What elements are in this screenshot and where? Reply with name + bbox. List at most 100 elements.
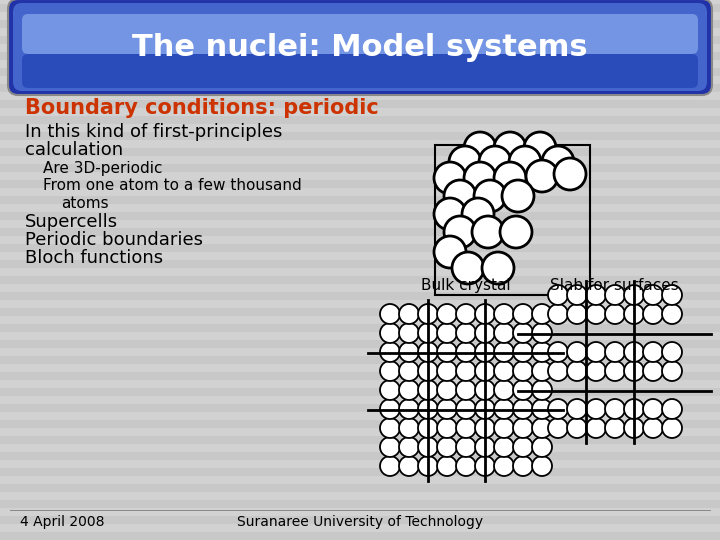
Bar	[0, 36, 720, 44]
Bar	[0, 60, 720, 68]
Circle shape	[494, 304, 514, 324]
Bar	[0, 252, 720, 260]
Circle shape	[567, 285, 587, 305]
Circle shape	[605, 399, 625, 419]
Circle shape	[643, 399, 663, 419]
Circle shape	[532, 323, 552, 343]
Bar	[0, 156, 720, 164]
Circle shape	[548, 342, 568, 362]
Bar	[0, 220, 720, 228]
Circle shape	[532, 399, 552, 419]
Circle shape	[437, 437, 457, 457]
Circle shape	[605, 304, 625, 324]
Circle shape	[418, 361, 438, 381]
Circle shape	[554, 158, 586, 190]
Circle shape	[449, 146, 481, 178]
Bar	[0, 508, 720, 516]
Circle shape	[380, 418, 400, 438]
Bar	[0, 100, 720, 108]
Bar	[0, 436, 720, 444]
Circle shape	[494, 399, 514, 419]
Circle shape	[643, 361, 663, 381]
Bar	[0, 124, 720, 132]
Bar	[0, 164, 720, 172]
Circle shape	[567, 361, 587, 381]
Circle shape	[532, 456, 552, 476]
Circle shape	[434, 198, 466, 230]
Circle shape	[494, 162, 526, 194]
Circle shape	[624, 342, 644, 362]
Circle shape	[444, 180, 476, 212]
Circle shape	[437, 456, 457, 476]
Circle shape	[513, 342, 533, 362]
Circle shape	[399, 380, 419, 400]
Circle shape	[513, 399, 533, 419]
Circle shape	[605, 342, 625, 362]
Bar	[0, 380, 720, 388]
Circle shape	[567, 418, 587, 438]
Circle shape	[513, 380, 533, 400]
Bar	[0, 396, 720, 404]
Circle shape	[456, 304, 476, 324]
Circle shape	[456, 456, 476, 476]
Circle shape	[456, 418, 476, 438]
Circle shape	[418, 456, 438, 476]
Circle shape	[437, 380, 457, 400]
Circle shape	[586, 399, 606, 419]
Bar	[0, 292, 720, 300]
Circle shape	[380, 304, 400, 324]
Bar	[0, 412, 720, 420]
Circle shape	[452, 252, 484, 284]
Circle shape	[624, 361, 644, 381]
Bar	[0, 452, 720, 460]
Circle shape	[399, 323, 419, 343]
Circle shape	[548, 399, 568, 419]
Circle shape	[494, 361, 514, 381]
Circle shape	[380, 437, 400, 457]
Bar	[0, 92, 720, 100]
Circle shape	[643, 418, 663, 438]
Circle shape	[532, 342, 552, 362]
Circle shape	[643, 342, 663, 362]
Circle shape	[399, 399, 419, 419]
Circle shape	[380, 399, 400, 419]
Circle shape	[624, 285, 644, 305]
Bar	[0, 356, 720, 364]
FancyBboxPatch shape	[8, 0, 712, 95]
Circle shape	[509, 146, 541, 178]
Bar	[0, 284, 720, 292]
Bar	[0, 348, 720, 356]
Circle shape	[494, 132, 526, 164]
Circle shape	[567, 304, 587, 324]
Circle shape	[456, 342, 476, 362]
Bar	[0, 476, 720, 484]
Text: Supercells: Supercells	[25, 213, 118, 231]
Circle shape	[662, 285, 682, 305]
Text: atoms: atoms	[61, 197, 109, 212]
Circle shape	[380, 323, 400, 343]
Bar	[0, 0, 720, 4]
Circle shape	[472, 216, 504, 248]
Bar	[0, 516, 720, 524]
Bar	[0, 132, 720, 140]
Circle shape	[434, 162, 466, 194]
Text: From one atom to a few thousand: From one atom to a few thousand	[43, 179, 302, 193]
Circle shape	[548, 285, 568, 305]
Bar	[0, 76, 720, 84]
Circle shape	[475, 437, 495, 457]
Bar	[0, 444, 720, 452]
Bar	[0, 84, 720, 92]
Circle shape	[605, 361, 625, 381]
Circle shape	[418, 323, 438, 343]
Circle shape	[399, 342, 419, 362]
Circle shape	[624, 399, 644, 419]
Text: In this kind of first-principles: In this kind of first-principles	[25, 123, 282, 141]
Circle shape	[475, 323, 495, 343]
Bar	[0, 4, 720, 12]
Bar	[0, 260, 720, 268]
Bar	[0, 180, 720, 188]
Bar	[0, 532, 720, 540]
Circle shape	[418, 418, 438, 438]
Text: The nuclei: Model systems: The nuclei: Model systems	[132, 32, 588, 62]
Circle shape	[399, 418, 419, 438]
